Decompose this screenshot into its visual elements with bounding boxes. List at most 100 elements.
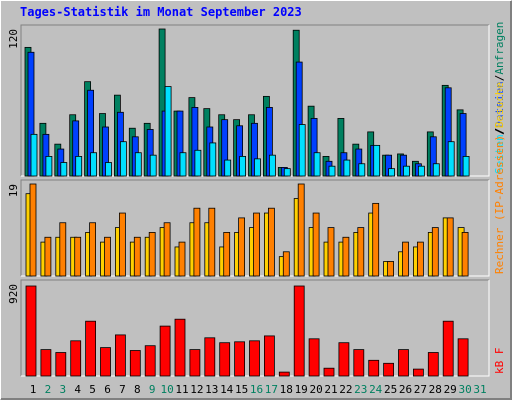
bar [238,217,246,277]
bar [239,155,247,177]
bar [105,162,112,177]
x-tick-label: 20 [309,383,322,396]
x-tick-label: 12 [190,383,203,396]
bar [298,124,306,177]
bar [416,241,424,277]
bar [328,165,336,177]
bar [134,152,142,177]
panel-edge-dark [20,179,489,276]
legend-separator: / [493,128,506,135]
bar [461,232,469,277]
bar [293,285,305,377]
y-tick-label: 120 [7,29,20,49]
bar [373,144,381,177]
x-tick-label: 17 [265,383,278,396]
bar [149,154,157,177]
bar [254,158,261,177]
bar [174,318,186,377]
x-tick-label: 4 [74,383,81,396]
bar [89,222,96,277]
y-tick-label: 19 [7,184,20,197]
bar [224,159,232,177]
x-tick-label: 22 [339,383,352,396]
x-tick-label: 16 [250,383,263,396]
bar [447,141,455,177]
y-tick-label: 920 [7,284,20,304]
bar [446,217,454,277]
bar [403,165,410,177]
bar [249,340,260,377]
bar [432,163,440,177]
bar [163,222,171,277]
legend-separator: / [493,75,506,82]
bar [308,338,320,377]
bar [357,227,365,277]
x-tick-label: 26 [399,383,412,396]
bar [278,371,290,377]
bar [148,232,156,277]
bar [388,168,396,177]
bar [119,212,126,277]
x-tick-label: 18 [280,383,293,396]
bar [427,352,439,377]
x-tick-label: 19 [295,383,308,396]
x-tick-label: 9 [149,383,156,396]
x-tick-label: 11 [175,383,188,396]
bar [29,183,37,277]
bar [297,183,305,277]
bar [194,149,202,177]
bar [133,236,141,277]
bar [90,152,97,177]
x-tick-label: 24 [369,383,383,396]
bar [358,163,366,177]
bar [387,261,395,277]
x-tick-label: 29 [444,383,457,396]
x-tick-label: 23 [354,383,367,396]
legend-entry: Besuche [493,82,506,128]
bar [129,350,141,377]
bar [338,342,350,377]
bar [442,320,454,377]
bar [55,352,67,377]
x-tick-label: 2 [45,383,52,396]
x-tick-label: 14 [220,383,234,396]
bar [283,168,291,177]
bar [115,334,126,377]
bar [219,342,231,377]
bar [343,159,351,177]
bar [431,227,439,277]
bar [208,207,216,277]
bar [457,338,469,377]
bar [327,227,335,277]
bar [164,86,172,177]
legend-entry: Anfragen [493,22,506,75]
bar [312,212,320,277]
x-tick-label: 3 [59,383,66,396]
x-tick-label: 28 [429,383,442,396]
x-tick-label: 25 [384,383,397,396]
bar [40,349,52,377]
x-tick-label: 10 [160,383,173,396]
x-tick-label: 8 [134,383,141,396]
bar [85,320,96,377]
x-tick-label: 21 [324,383,337,396]
x-tick-label: 13 [205,383,218,396]
bar [100,347,111,377]
bar [59,222,67,277]
bar [268,154,276,177]
bar [417,165,425,177]
legend-separator: / [493,128,506,135]
bar [253,212,260,277]
bar [179,152,187,177]
bar [263,335,275,377]
x-tick-label: 31 [473,383,486,396]
bar [402,241,409,277]
chart-title: Tages-Statistik im Monat September 2023 [20,5,302,19]
bar [412,368,424,377]
bar [353,349,365,377]
legend: Rechner (IP-Adressen)/Besuche [493,82,506,274]
bar [189,349,201,377]
bar [383,362,395,377]
bar [267,207,275,277]
